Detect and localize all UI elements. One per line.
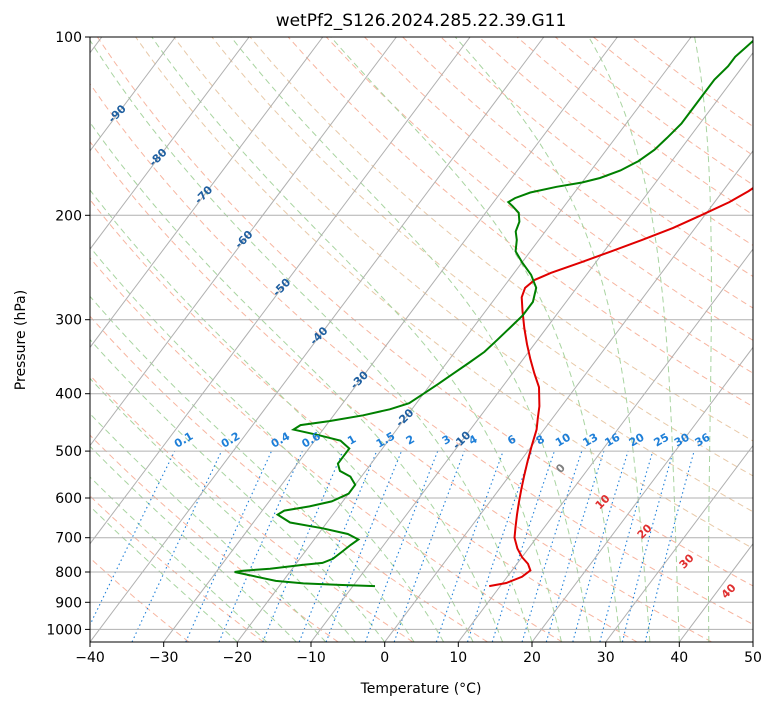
mixing-ratio-line xyxy=(572,450,629,642)
y-tick-label: 300 xyxy=(55,313,82,329)
y-tick-label: 700 xyxy=(55,531,82,547)
mixing-ratio-lines xyxy=(90,450,695,642)
mixing-ratio-line xyxy=(364,450,439,642)
moist-adiabats xyxy=(90,37,712,642)
moist-adiabat-line xyxy=(694,37,712,642)
mixing-ratio-line xyxy=(90,450,176,627)
isotherms xyxy=(90,37,753,642)
isotherm-line xyxy=(90,37,250,250)
dry-adiabat-line xyxy=(173,37,753,513)
isotherm-line xyxy=(236,37,692,642)
mixing-ratio-line xyxy=(466,450,533,642)
y-tick-label: 900 xyxy=(55,595,82,611)
dewpoint-line xyxy=(234,39,753,588)
moist-adiabat-line xyxy=(588,37,680,642)
isotherm-line xyxy=(90,37,324,349)
dry-adiabat-line xyxy=(249,37,753,442)
moist-adiabat-line xyxy=(90,505,238,642)
y-axis-ticks: 100 200 300 400 500 600 700 800 900 1000 xyxy=(46,30,90,638)
y-axis-label: Pressure (hPa) xyxy=(13,290,29,390)
x-axis-label: Temperature (°C) xyxy=(360,681,482,697)
isotherm-line xyxy=(90,37,545,642)
moist-adiabat-line xyxy=(230,37,592,642)
y-tick-label: 500 xyxy=(55,444,82,460)
moist-adiabat-line xyxy=(90,445,297,642)
moist-adiabat-line xyxy=(151,37,562,642)
pressure-gridlines xyxy=(90,37,753,630)
isotherm-line xyxy=(384,150,753,642)
x-tick-label: 30 xyxy=(597,650,615,666)
y-tick-label: 400 xyxy=(55,387,82,403)
moist-adiabat-line xyxy=(90,412,327,642)
temperature-line xyxy=(489,186,753,588)
isotherm-line xyxy=(457,248,753,642)
x-tick-label: −20 xyxy=(223,650,253,666)
mixing-ratio-line xyxy=(545,450,605,642)
isotherm-line xyxy=(163,37,618,642)
x-tick-label: −40 xyxy=(75,650,105,666)
isotherm-line xyxy=(310,51,753,642)
y-tick-label: 800 xyxy=(55,565,82,581)
x-tick-label: 10 xyxy=(449,650,467,666)
dry-adiabat-line xyxy=(90,83,753,625)
sounding-series xyxy=(234,39,753,588)
mixing-ratio-line xyxy=(521,450,583,642)
dry-adiabat-line xyxy=(90,198,638,642)
x-tick-label: 0 xyxy=(380,650,389,666)
dry-adiabat-line xyxy=(402,37,753,309)
dry-adiabat-line xyxy=(90,257,563,642)
x-axis-ticks: −40 −30 −20 −10 0 10 20 30 40 50 xyxy=(75,642,762,666)
x-tick-label: −10 xyxy=(296,650,326,666)
x-tick-label: 50 xyxy=(744,650,762,666)
y-tick-label: 600 xyxy=(55,491,82,507)
dry-adiabat-line xyxy=(96,37,753,587)
moist-adiabat-line xyxy=(90,121,503,642)
x-tick-label: −30 xyxy=(149,650,179,666)
isotherm-line xyxy=(531,346,753,642)
plot-frame xyxy=(89,36,754,643)
y-tick-label: 1000 xyxy=(46,622,82,638)
x-tick-label: 40 xyxy=(670,650,688,666)
y-tick-label: 100 xyxy=(55,30,82,46)
plot-area: -100-90-80-70-60-50-40-30-20-100.10.20.4… xyxy=(90,37,753,642)
isotherm-line xyxy=(90,37,397,447)
mixing-ratio-line xyxy=(325,450,403,642)
isotherm-line xyxy=(605,444,753,642)
moist-adiabat-line xyxy=(90,189,474,642)
isotherm-line xyxy=(90,37,471,545)
moist-adiabat-line xyxy=(90,377,356,642)
dry-adiabat-line xyxy=(90,374,414,642)
y-tick-label: 200 xyxy=(55,208,82,224)
moist-adiabat-line xyxy=(90,246,445,642)
moist-adiabat-line xyxy=(90,295,415,642)
moist-adiabat-line xyxy=(90,476,268,642)
dry-adiabat-line xyxy=(211,37,753,477)
isotherm-line xyxy=(90,37,176,152)
x-tick-label: 20 xyxy=(523,650,541,666)
moist-adiabat-line xyxy=(90,39,533,642)
moist-adiabat-line xyxy=(330,37,621,642)
moist-adiabat-line xyxy=(454,37,651,642)
chart-title: wetPf2_S126.2024.285.22.39.G11 xyxy=(276,11,567,31)
dry-adiabat-line xyxy=(90,140,712,642)
